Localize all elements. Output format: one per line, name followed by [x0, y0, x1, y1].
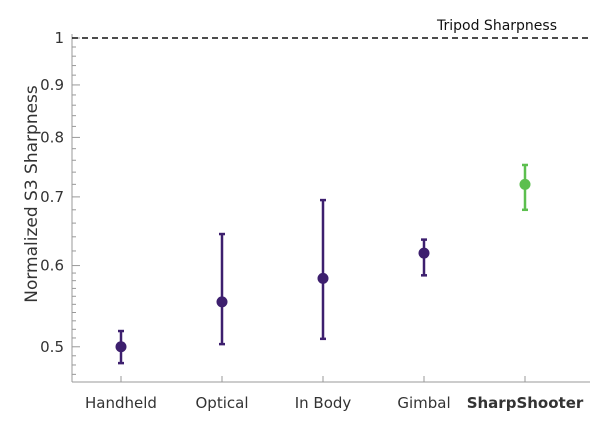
- y-tick-label: 0.8: [40, 128, 64, 146]
- y-tick-label: 0.7: [40, 188, 64, 206]
- tripod-reference-label: Tripod Sharpness: [436, 18, 557, 34]
- data-point-in-body: [317, 198, 329, 341]
- point-marker: [216, 296, 228, 308]
- y-tick-label: 0.5: [40, 338, 64, 356]
- x-tick-label: Gimbal: [397, 394, 450, 412]
- data-marks: [115, 163, 531, 365]
- point-marker: [115, 341, 127, 353]
- y-tick-label: 0.6: [40, 257, 64, 275]
- x-tick-label: Optical: [196, 394, 249, 412]
- y-axis-title: Normalized S3 Sharpness: [22, 85, 42, 303]
- y-tick-label: 0.9: [40, 76, 64, 94]
- data-point-optical: [216, 232, 228, 346]
- y-tick-label: 1: [54, 29, 64, 47]
- x-tick-label: Handheld: [85, 394, 157, 412]
- point-marker: [519, 178, 531, 190]
- data-point-gimbal: [418, 238, 430, 277]
- reference-line-group: Tripod Sharpness: [72, 18, 590, 39]
- x-tick-label: In Body: [295, 394, 352, 412]
- x-tick-label: SharpShooter: [467, 394, 584, 412]
- data-point-sharpshooter: [519, 163, 531, 212]
- point-marker: [418, 247, 430, 259]
- point-marker: [317, 272, 329, 284]
- axes: 0.5 0.6 0.7 0.8 0.9 1 Handheld Optical In Body Gi…: [40, 29, 590, 412]
- data-point-handheld: [115, 329, 127, 365]
